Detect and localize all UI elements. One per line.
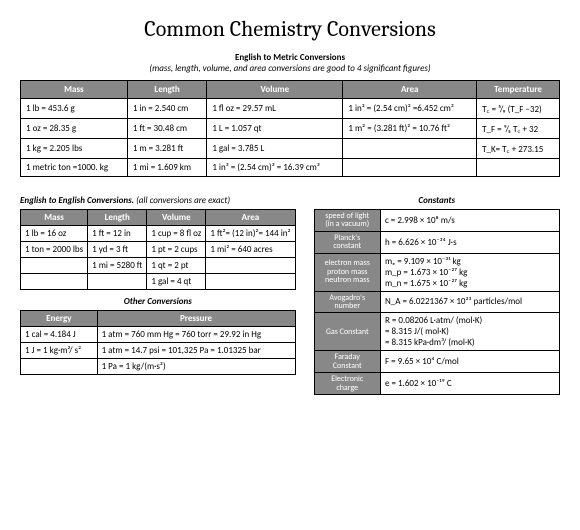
page-title: Common Chemistry Conversions — [20, 16, 560, 42]
cell — [21, 359, 98, 375]
table-row: 1 oz = 28.35 g1 ft = 30.48 cm1 L = 1.057… — [21, 119, 560, 139]
col-header: Mass — [21, 81, 128, 99]
cell: T꜀ = ⁵/₉ (T_F −32) — [477, 99, 560, 119]
table-row: 1 cal = 4.184 J1 atm = 760 mm Hg = 760 t… — [21, 327, 296, 343]
cell: 1 in = 2.540 cm — [127, 99, 206, 119]
cell — [477, 159, 560, 177]
cell: 1 mi² = 640 acres — [206, 242, 295, 258]
cell — [21, 258, 88, 274]
cell — [88, 274, 147, 290]
table-row: 1 J = 1 kg·m²/ s²1 atm = 14.7 psi = 101,… — [21, 343, 296, 359]
section1-title: English to Metric Conversions — [20, 52, 560, 63]
col-header: Area — [343, 81, 477, 99]
constant-value: N_A = 6.0221367 × 10²³ particles/mol — [380, 291, 559, 313]
cell — [343, 159, 477, 177]
table-row: 1 metric ton =1000. kg1 mi = 1.609 km1 i… — [21, 159, 560, 177]
cell: 1 Pa = 1 kg/(m·s²) — [97, 359, 295, 375]
cell — [206, 274, 295, 290]
section1-sub: (mass, length, volume, and area conversi… — [20, 63, 560, 74]
cell: T_F = ⁹/₅ T꜀ + 32 — [477, 119, 560, 139]
col-header: Energy — [21, 311, 98, 327]
section2-title: English to English Conversions. (all con… — [20, 195, 296, 206]
eng-to-eng-table: MassLengthVolumeArea1 lb = 16 oz1 ft = 1… — [20, 209, 296, 290]
cell: T_K= T꜀ + 273.15 — [477, 139, 560, 159]
constant-label: electron massproton massneutron mass — [314, 253, 380, 291]
constant-value: R = 0.08206 L·atm/ (mol·K) = 8.315 J/( m… — [380, 313, 559, 351]
constant-label: Planck'sconstant — [314, 231, 380, 253]
table-row: Electronicchargee = 1.602 × 10⁻¹⁹ C — [314, 373, 559, 395]
table-row: 1 gal = 4 qt — [21, 274, 296, 290]
cell: 1 yd = 3 ft — [88, 242, 147, 258]
cell: 1 ft = 12 in — [88, 226, 147, 242]
cell: 1 ft = 30.48 cm — [127, 119, 206, 139]
constant-label: Gas Constant — [314, 313, 380, 351]
col-header: Volume — [207, 81, 343, 99]
cell: 1 m = 3.281 ft — [127, 139, 206, 159]
cell: 1 gal = 3.785 L — [207, 139, 343, 159]
cell: 1 cal = 4.184 J — [21, 327, 98, 343]
cell: 1 in² = (2.54 cm)² =6.452 cm² — [343, 99, 477, 119]
constant-value: c = 2.998 × 10⁸ m/s — [380, 210, 559, 232]
cell: 1 ton = 2000 lbs — [21, 242, 88, 258]
table-row: 1 ton = 2000 lbs1 yd = 3 ft1 pt = 2 cups… — [21, 242, 296, 258]
table-row: speed of light(in a vacuum)c = 2.998 × 1… — [314, 210, 559, 232]
cell: 1 gal = 4 qt — [147, 274, 206, 290]
table-row: 1 kg = 2.205 lbs1 m = 3.281 ft1 gal = 3.… — [21, 139, 560, 159]
eng-to-metric-table: MassLengthVolumeAreaTemperature1 lb = 45… — [20, 80, 560, 177]
table-row: 1 lb = 453.6 g1 in = 2.540 cm1 fl oz = 2… — [21, 99, 560, 119]
constant-value: mₑ = 9.109 × 10⁻³¹ kgm_p = 1.673 × 10⁻²⁷… — [380, 253, 559, 291]
col-header: Length — [127, 81, 206, 99]
col-header: Pressure — [97, 311, 295, 327]
cell: 1 L = 1.057 qt — [207, 119, 343, 139]
cell: 1 lb = 16 oz — [21, 226, 88, 242]
section3-title: Other Conversions — [20, 296, 296, 307]
col-header: Temperature — [477, 81, 560, 99]
col-header: Area — [206, 210, 295, 226]
cell: 1 atm = 14.7 psi = 101,325 Pa = 1.01325 … — [97, 343, 295, 359]
cell: 1 pt = 2 cups — [147, 242, 206, 258]
cell — [206, 258, 295, 274]
cell: 1 lb = 453.6 g — [21, 99, 128, 119]
table-row: 1 mi = 5280 ft1 qt = 2 pt — [21, 258, 296, 274]
cell: 1 metric ton =1000. kg — [21, 159, 128, 177]
cell: 1 J = 1 kg·m²/ s² — [21, 343, 98, 359]
constant-value: F = 9.65 × 10⁴ C/mol — [380, 351, 559, 373]
col-header: Mass — [21, 210, 88, 226]
section1: English to Metric Conversions (mass, len… — [20, 52, 560, 177]
constant-label: FaradayConstant — [314, 351, 380, 373]
table-row: 1 Pa = 1 kg/(m·s²) — [21, 359, 296, 375]
cell: 1 in³ = (2.54 cm)³ = 16.39 cm³ — [207, 159, 343, 177]
col-header: Volume — [147, 210, 206, 226]
table-row: Avogadro'snumberN_A = 6.0221367 × 10²³ p… — [314, 291, 559, 313]
constant-label: Avogadro'snumber — [314, 291, 380, 313]
cell — [21, 274, 88, 290]
constant-value: e = 1.602 × 10⁻¹⁹ C — [380, 373, 559, 395]
table-row: Gas ConstantR = 0.08206 L·atm/ (mol·K) =… — [314, 313, 559, 351]
table-row: electron massproton massneutron massmₑ =… — [314, 253, 559, 291]
col-header: Length — [88, 210, 147, 226]
cell: 1 cup = 8 fl oz — [147, 226, 206, 242]
cell: 1 kg = 2.205 lbs — [21, 139, 128, 159]
other-conversions-table: EnergyPressure1 cal = 4.184 J1 atm = 760… — [20, 310, 296, 375]
constants-title: Constants — [314, 195, 560, 206]
cell: 1 atm = 760 mm Hg = 760 torr = 29.92 in … — [97, 327, 295, 343]
constant-label: speed of light(in a vacuum) — [314, 210, 380, 232]
table-row: 1 lb = 16 oz1 ft = 12 in1 cup = 8 fl oz1… — [21, 226, 296, 242]
cell: 1 qt = 2 pt — [147, 258, 206, 274]
table-row: FaradayConstantF = 9.65 × 10⁴ C/mol — [314, 351, 559, 373]
cell: 1 mi = 1.609 km — [127, 159, 206, 177]
constant-value: h = 6.626 × 10⁻³⁴ J·s — [380, 231, 559, 253]
cell — [343, 139, 477, 159]
cell: 1 m² = (3.281 ft)² = 10.76 ft² — [343, 119, 477, 139]
cell: 1 oz = 28.35 g — [21, 119, 128, 139]
constant-label: Electroniccharge — [314, 373, 380, 395]
cell: 1 fl oz = 29.57 mL — [207, 99, 343, 119]
table-row: Planck'sconstanth = 6.626 × 10⁻³⁴ J·s — [314, 231, 559, 253]
constants-table: speed of light(in a vacuum)c = 2.998 × 1… — [314, 209, 560, 395]
cell: 1 mi = 5280 ft — [88, 258, 147, 274]
cell: 1 ft²= (12 in)²= 144 in² — [206, 226, 295, 242]
